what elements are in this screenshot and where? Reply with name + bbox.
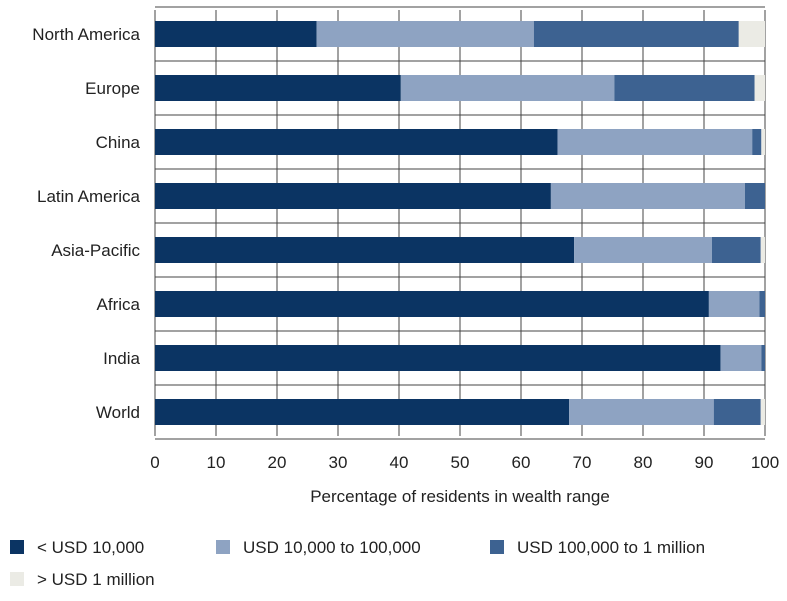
legend-swatch [490,540,504,554]
bar-world-series-3 [760,399,765,425]
x-tick-label: 0 [150,453,159,472]
x-tick-label: 40 [390,453,409,472]
category-label: World [96,403,140,422]
category-label: China [96,133,141,152]
legend-swatch [10,540,24,554]
bar-africa-series-0 [155,291,709,317]
bar-africa-series-2 [759,291,765,317]
x-tick-label: 100 [751,453,779,472]
bar-china-series-3 [761,129,765,155]
x-tick-label: 20 [268,453,287,472]
category-label: Asia-Pacific [51,241,140,260]
legend-swatch [216,540,230,554]
bar-europe-series-2 [614,75,755,101]
legend: < USD 10,000 USD 10,000 to 100,000 USD 100… [10,538,705,589]
bar-india-series-1 [720,345,762,371]
x-axis-title: Percentage of residents in wealth range [310,487,610,506]
bar-asia-pacific-series-1 [574,237,712,263]
legend-swatch [10,572,24,586]
category-label: Europe [85,79,140,98]
x-tick-label: 30 [329,453,348,472]
legend-label: USD 100,000 to 1 million [517,538,705,557]
bar-europe-series-0 [155,75,401,101]
bar-africa-series-1 [708,291,760,317]
x-tick-labels: 0 10 20 30 40 50 60 70 80 90 100 [150,453,779,472]
bar-china-series-2 [752,129,762,155]
x-tick-label: 90 [695,453,714,472]
bar-china-series-0 [155,129,558,155]
legend-label: USD 10,000 to 100,000 [243,538,421,557]
bar-asia-pacific-series-2 [711,237,761,263]
category-label: Latin America [37,187,141,206]
bar-latin-america-series-0 [155,183,551,209]
bar-europe-series-3 [754,75,765,101]
bar-world-series-0 [155,399,570,425]
bar-north-america-series-3 [738,21,765,47]
bar-europe-series-1 [400,75,615,101]
bar-north-america-series-2 [533,21,739,47]
x-tick-label: 80 [634,453,653,472]
bar-china-series-1 [557,129,753,155]
x-tick-label: 50 [451,453,470,472]
x-tick-label: 70 [573,453,592,472]
bar-north-america-series-1 [316,21,534,47]
legend-label: > USD 1 million [37,570,155,589]
category-label: North America [32,25,140,44]
bar-asia-pacific-series-3 [760,237,765,263]
bar-world-series-2 [713,399,761,425]
bar-latin-america-series-1 [550,183,745,209]
category-label: Africa [97,295,141,314]
bar-world-series-1 [569,399,714,425]
x-tick-label: 60 [512,453,531,472]
bar-latin-america-series-2 [744,183,765,209]
legend-label: < USD 10,000 [37,538,144,557]
category-labels: North America Europe China Latin America Asi… [32,25,140,422]
gridlines [154,6,766,440]
bars [155,21,765,425]
x-tick-label: 10 [207,453,226,472]
bar-asia-pacific-series-0 [155,237,575,263]
category-label: India [103,349,140,368]
bar-india-series-0 [155,345,721,371]
bar-north-america-series-0 [155,21,317,47]
bar-india-series-2 [761,345,765,371]
